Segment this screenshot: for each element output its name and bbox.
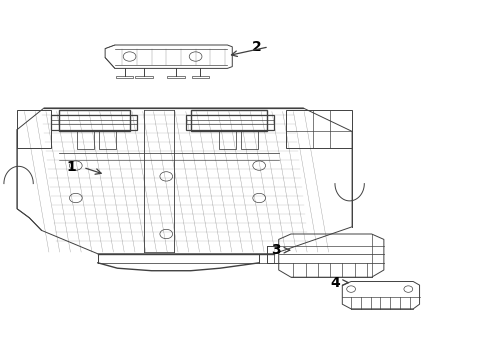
Text: 2: 2 — [251, 40, 261, 54]
Text: 3: 3 — [271, 243, 281, 257]
Text: 4: 4 — [329, 276, 339, 289]
Text: 1: 1 — [66, 161, 76, 174]
